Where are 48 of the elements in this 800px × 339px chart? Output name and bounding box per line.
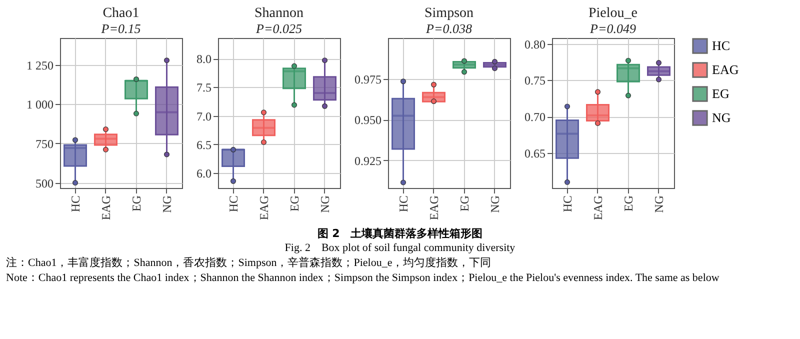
y-tick-label: 7.5 — [196, 80, 212, 95]
x-tick-label: EG — [129, 195, 144, 212]
chart-subtitle: P=0.025 — [255, 21, 302, 36]
x-tick-label: HC — [226, 196, 240, 212]
text: 注：Chao1，丰富度指数；Shannon，香农指数；Simpson，辛普森指数；Pielou_e，均匀度指数，下同 — [6, 256, 492, 271]
legend-label: EG — [712, 86, 730, 101]
x-tick-label: NG — [318, 195, 332, 213]
chart-title: Chao1 — [102, 6, 140, 21]
x-tick-label: EAG — [590, 195, 605, 220]
x-tick-label: HC — [68, 196, 82, 212]
y-tick-label: 750 — [36, 136, 54, 151]
caption: 图 2 土壤真菌群落多样性箱形图 — [316, 226, 484, 241]
chart-title: Pielou_e — [588, 6, 638, 21]
chart-title: Shannon — [254, 6, 304, 21]
chart-subtitle: P=0.15 — [100, 21, 142, 36]
x-tick-label: EG — [457, 195, 472, 212]
y-tick-label: 0.950 — [354, 113, 382, 128]
y-tick-label: 0.975 — [354, 72, 382, 86]
legend-label: HC — [712, 38, 730, 53]
chart-subtitle: P=0.038 — [425, 21, 472, 36]
text: Note：Chao1 represents the Chao1 index；Shannon the Shannon index；Simpson the Simpson index；Pielou_e the Pielou's evenness index. The same as below — [6, 271, 720, 286]
caption: Fig. 2 Box plot of soil fungal community diversity — [284, 241, 516, 256]
y-tick-label: 0.70 — [524, 110, 546, 124]
x-tick-label: HC — [560, 196, 574, 212]
chart-subtitle: P=0.049 — [589, 20, 636, 36]
y-tick-label: 0.65 — [524, 146, 546, 161]
y-tick-label: 6.0 — [196, 166, 212, 181]
x-tick-label: EG — [621, 195, 636, 212]
y-tick-label: 6.5 — [196, 138, 212, 152]
legend-label: NG — [712, 110, 731, 125]
x-tick-label: NG — [488, 195, 502, 213]
y-tick-label: 500 — [36, 176, 54, 190]
x-tick-label: EG — [287, 195, 302, 212]
y-tick-label: 8.0 — [196, 52, 212, 66]
x-tick-label: EAG — [256, 195, 271, 220]
y-tick-label: 1 000 — [26, 98, 54, 112]
chart-title: Simpson — [424, 6, 474, 21]
y-tick-label: 0.75 — [524, 74, 546, 88]
x-tick-label: NG — [160, 195, 174, 213]
y-tick-label: 0.925 — [354, 154, 382, 168]
x-tick-label: NG — [652, 195, 666, 213]
y-tick-label: 0.80 — [524, 37, 546, 52]
y-tick-label: 7.0 — [196, 109, 212, 124]
y-tick-label: 1 250 — [26, 58, 54, 72]
x-tick-label: HC — [396, 196, 410, 212]
x-tick-label: EAG — [426, 195, 441, 220]
x-tick-label: EAG — [98, 195, 113, 220]
legend-label: EAG — [712, 62, 739, 77]
